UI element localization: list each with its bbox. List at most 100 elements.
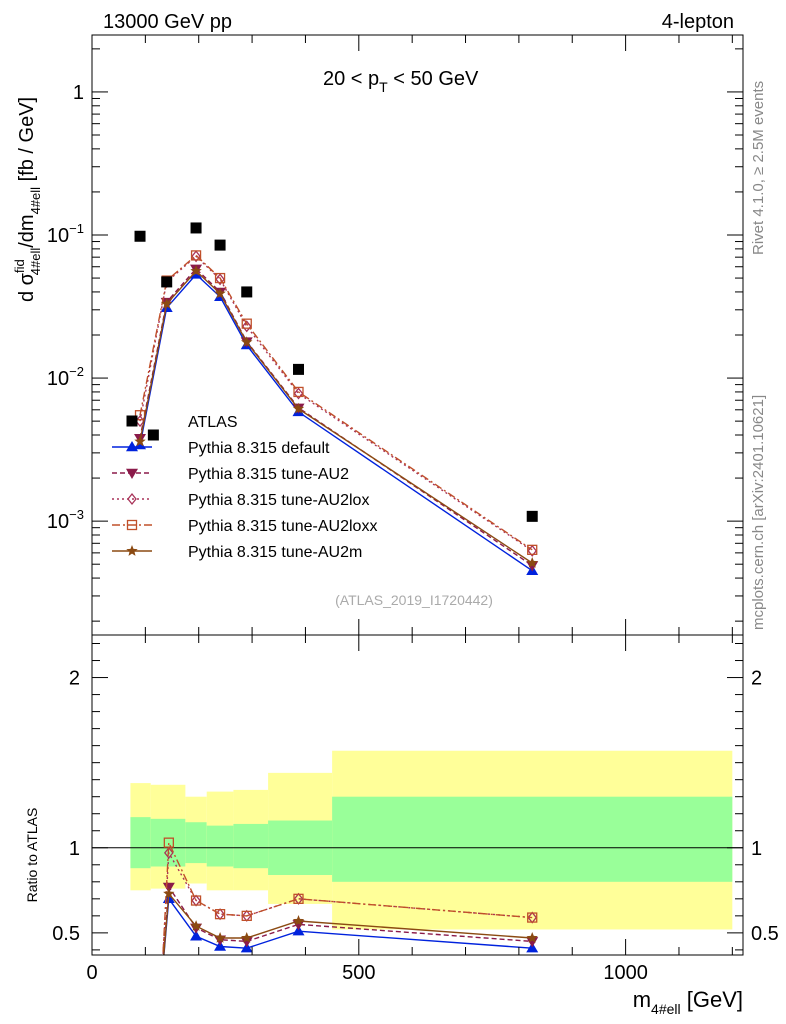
- main-point-au2m: [241, 336, 253, 348]
- main-point-au2m: [292, 402, 305, 414]
- ratio-ylabel: Ratio to ATLAS: [24, 808, 40, 903]
- ylabel-part-4: 4#ell: [28, 187, 43, 215]
- legend-label-au2m: Pythia 8.315 tune-AU2m: [188, 544, 362, 561]
- x-axis-label: m4#ell [GeV]: [633, 987, 743, 1017]
- legend-label-data: ATLAS: [188, 414, 238, 431]
- ratio-band-inner: [185, 822, 207, 864]
- main-point-au2m: [134, 435, 146, 447]
- main-point-au2loxx: [190, 250, 202, 261]
- ratio-point-au2m: [214, 932, 226, 943]
- legend-marker-data: [126, 415, 138, 427]
- ratio-tick-label-right: 2: [751, 668, 762, 690]
- x-tick-label: 1000: [603, 962, 648, 984]
- ratio-point-au2: [240, 937, 253, 948]
- ratio-point-au2m: [292, 915, 305, 926]
- main-line-au2loxx: [139, 254, 533, 551]
- main-ylabel: d σfid4#ell/dm4#ell [fb / GeV]: [12, 97, 43, 302]
- ratio-point-au2: [526, 937, 539, 948]
- ratio-point-au2m: [190, 920, 202, 931]
- legend-label-au2loxx: Pythia 8.315 tune-AU2loxx: [188, 518, 377, 535]
- data-point-atlas: [161, 276, 173, 288]
- ylabel-part-1: fid: [12, 259, 27, 273]
- main-point-au2m: [161, 297, 173, 309]
- ratio-point-au2m: [163, 887, 175, 899]
- legend-marker-au2loxx: [126, 519, 138, 531]
- process-label: 4-lepton: [662, 11, 734, 33]
- main-point-au2m: [214, 287, 226, 299]
- main-point-au2loxx: [214, 272, 226, 284]
- legend-marker-default: [126, 441, 138, 452]
- ratio-point-au2m: [241, 932, 253, 943]
- ylabel-part-3: /dm: [16, 214, 38, 247]
- main-point-au2lox: [293, 387, 304, 400]
- ratio-band-inner: [332, 796, 733, 882]
- cut-label-sub: T: [379, 79, 388, 95]
- data-point-atlas: [526, 510, 538, 522]
- data-point-atlas: [241, 286, 253, 298]
- data-point-atlas: [134, 230, 146, 242]
- analysis-id: (ATLAS_2019_I1720442): [335, 592, 493, 608]
- data-point-atlas: [214, 239, 226, 251]
- xlabel-sub: 4#ell: [651, 1001, 681, 1017]
- ratio-band-inner: [233, 823, 269, 869]
- legend-marker-au2m: [126, 545, 138, 556]
- main-point-au2loxx: [293, 386, 304, 398]
- main-point-au2m: [526, 557, 538, 568]
- ratio-band-inner: [130, 817, 151, 869]
- ratio-tick-label-left: 2: [69, 668, 80, 690]
- rivet-note: Rivet 4.1.0, ≥ 2.5M events: [750, 81, 767, 255]
- main-point-au2lox: [215, 273, 225, 286]
- legend-marker-au2: [126, 468, 138, 479]
- data-point-atlas: [190, 222, 202, 234]
- ratio-panel: 2 2 1 1 0.5 0.5 0 500 1000: [52, 634, 779, 984]
- ylabel-part-5: [fb / GeV]: [16, 97, 38, 187]
- ratio-tick-label-right: 1: [751, 838, 762, 860]
- cut-label: 20 < pT < 50 GeV: [323, 68, 479, 95]
- legend-label-default: Pythia 8.315 default: [188, 440, 330, 457]
- main-point-au2m: [190, 265, 202, 276]
- cut-label-main: 20 < p: [323, 68, 379, 90]
- ratio-point-au2loxx: [293, 893, 304, 904]
- main-point-au2lox: [241, 320, 252, 333]
- cut-label-tail: < 50 GeV: [388, 68, 479, 90]
- ratio-point-au2loxx: [527, 912, 538, 923]
- ratio-point-au2loxx: [163, 837, 174, 848]
- ratio-tick-label-left: 0.5: [52, 923, 80, 945]
- ratio-y-ticks: 2 2 1 1 0.5 0.5: [52, 643, 779, 951]
- y-tick-label: 10−3: [47, 507, 84, 533]
- ratio-point-au2m: [526, 932, 538, 943]
- ratio-point-default: [190, 930, 203, 941]
- ratio-tick-label-left: 1: [69, 838, 80, 860]
- ylabel-part-0: d σ: [16, 272, 38, 302]
- main-panel: 1 10−1 10−2 10−3: [47, 34, 744, 636]
- y-tick-label: 10−2: [47, 364, 84, 390]
- ratio-curves: [162, 837, 539, 955]
- energy-label: 13000 GeV pp: [103, 11, 232, 33]
- xlabel-tail: [GeV]: [681, 987, 743, 1012]
- legend-label-au2lox: Pythia 8.315 tune-AU2lox: [188, 492, 369, 509]
- ratio-point-au2loxx: [241, 910, 252, 922]
- ratio-point-au2loxx: [190, 895, 202, 906]
- y-tick-label: 10−1: [47, 221, 84, 247]
- source-note: mcplots.cern.ch [arXiv:2401.10621]: [750, 395, 767, 630]
- ratio-band-inner: [206, 825, 234, 867]
- main-point-au2lox: [527, 544, 538, 557]
- data-point-atlas: [147, 429, 159, 441]
- legend-label-au2: Pythia 8.315 tune-AU2: [188, 466, 349, 483]
- ratio-point-au2loxx: [214, 908, 226, 920]
- ratio-point-au2lox: [164, 846, 174, 859]
- legend-marker-au2lox: [127, 492, 137, 506]
- ratio-frame: [91, 634, 744, 956]
- main-point-au2loxx: [527, 544, 538, 555]
- x-tick-label: 500: [342, 962, 375, 984]
- xlabel-main: m: [633, 987, 651, 1012]
- ylabel-part-2: 4#ell: [28, 248, 43, 276]
- main-point-au2loxx: [241, 318, 252, 329]
- data-point-atlas: [293, 363, 305, 375]
- main-y-ticks: 1 10−1 10−2 10−3: [47, 35, 743, 635]
- main-point-au2lox: [191, 250, 201, 263]
- y-tick-label: 1: [73, 82, 84, 104]
- main-point-au2: [526, 561, 539, 572]
- x-tick-label: 0: [86, 962, 97, 984]
